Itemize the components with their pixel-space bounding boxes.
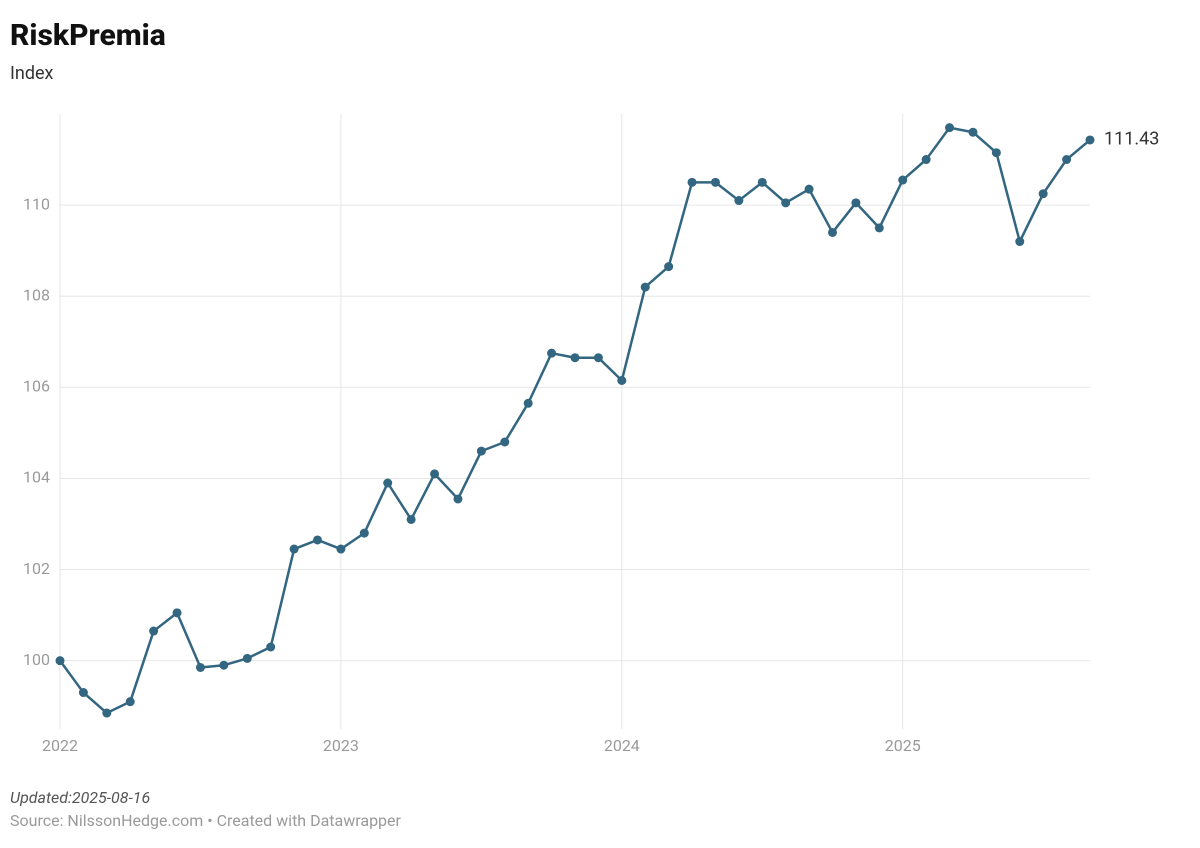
data-point (477, 447, 486, 456)
x-tick-label: 2024 (604, 736, 640, 755)
data-point (219, 661, 228, 670)
data-point (781, 198, 790, 207)
data-point (79, 688, 88, 697)
data-point (664, 262, 673, 271)
data-point (430, 469, 439, 478)
data-point (196, 663, 205, 672)
data-point (1086, 135, 1095, 144)
data-point (711, 178, 720, 187)
data-point (547, 349, 556, 358)
chart-subtitle: Index (10, 63, 1190, 84)
data-point (968, 128, 977, 137)
data-point (758, 178, 767, 187)
data-point (500, 438, 509, 447)
data-point (1062, 155, 1071, 164)
line-chart: 100 102 104 106 108 110 2022 2023 2024 2025 111.43 (10, 94, 1190, 774)
data-point (734, 196, 743, 205)
data-point (805, 185, 814, 194)
data-point (313, 535, 322, 544)
data-point (56, 656, 65, 665)
y-tick-label: 106 (23, 377, 50, 396)
page-title: RiskPremia (10, 18, 1190, 53)
data-point (383, 479, 392, 488)
x-tick-label: 2025 (885, 736, 921, 755)
updated-text: Updated:2025-08-16 (10, 788, 1190, 807)
x-tick-label: 2023 (323, 736, 359, 755)
data-point (360, 529, 369, 538)
x-tick-label: 2022 (42, 736, 78, 755)
data-point (524, 399, 533, 408)
data-point (102, 709, 111, 718)
data-point (688, 178, 697, 187)
data-point (571, 353, 580, 362)
data-point (336, 545, 345, 554)
data-point (453, 494, 462, 503)
data-point (243, 654, 252, 663)
data-point (922, 155, 931, 164)
y-tick-label: 100 (23, 650, 50, 669)
y-tick-label: 110 (23, 194, 50, 213)
data-point (173, 608, 182, 617)
data-point (290, 545, 299, 554)
data-point (407, 515, 416, 524)
end-value-label: 111.43 (1104, 129, 1159, 150)
data-point (266, 643, 275, 652)
y-tick-label: 108 (23, 285, 50, 304)
data-point (617, 376, 626, 385)
data-point (875, 223, 884, 232)
y-tick-label: 102 (23, 559, 50, 578)
data-point (851, 198, 860, 207)
data-point (828, 228, 837, 237)
data-point (992, 148, 1001, 157)
source-text: Source: NilssonHedge.com • Created with … (10, 811, 1190, 830)
y-tick-label: 104 (23, 468, 50, 487)
data-point (149, 627, 158, 636)
data-point (1015, 237, 1024, 246)
data-point (945, 123, 954, 132)
data-point (898, 176, 907, 185)
data-point (594, 353, 603, 362)
data-point (1039, 189, 1048, 198)
data-point (641, 283, 650, 292)
chart-container: 100 102 104 106 108 110 2022 2023 2024 2025 111.43 (10, 94, 1190, 778)
data-point (126, 697, 135, 706)
